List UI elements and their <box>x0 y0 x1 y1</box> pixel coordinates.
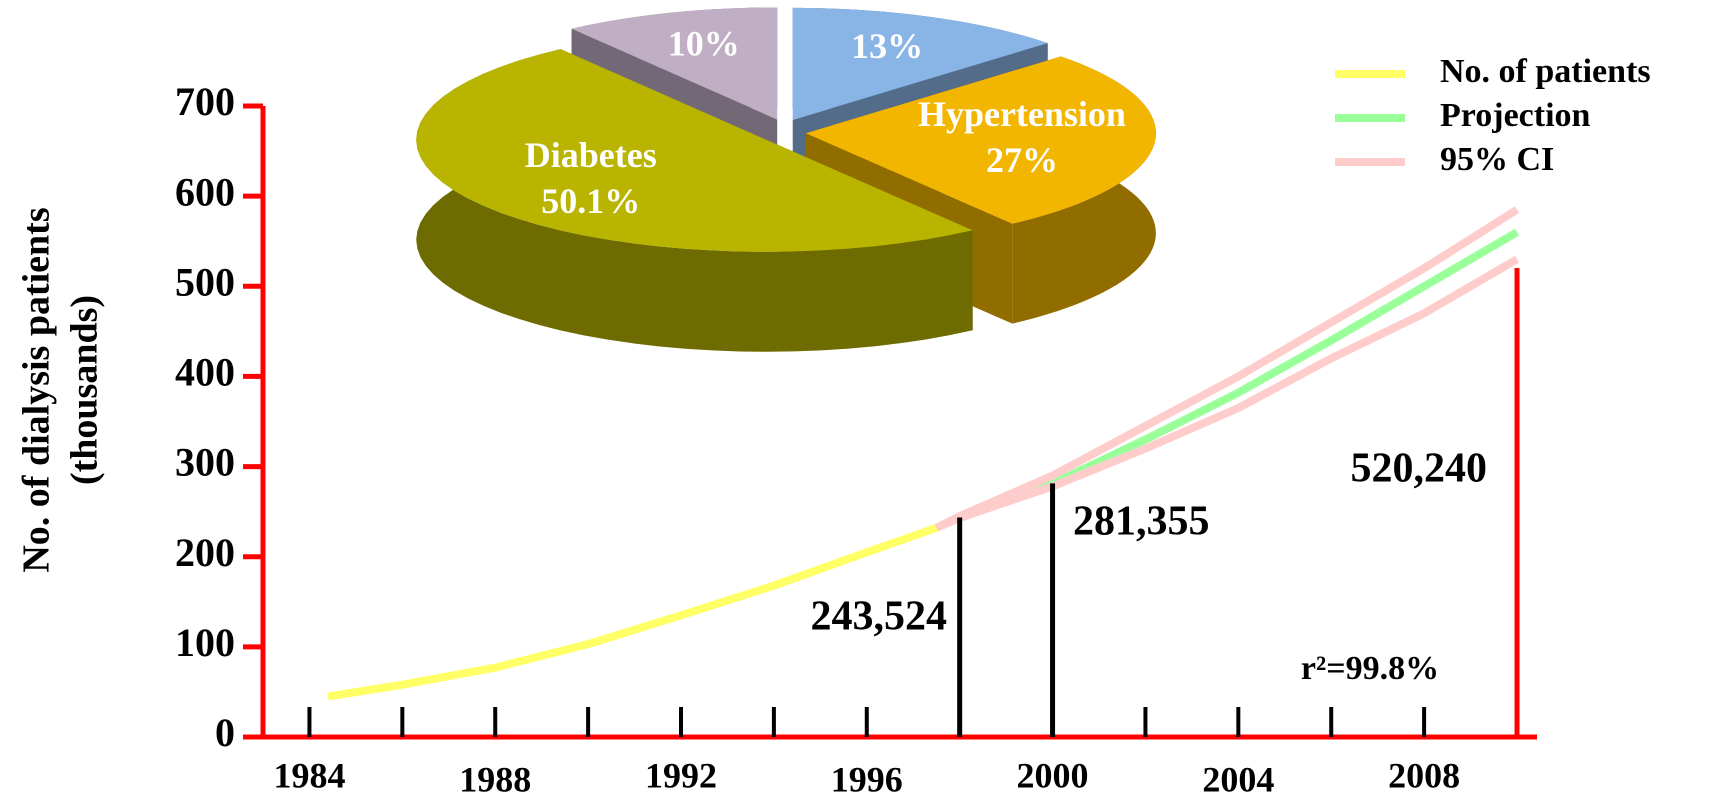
slice-label: Diabetes <box>525 135 657 175</box>
y-tick-label: 600 <box>175 169 235 214</box>
y-tick-label: 200 <box>175 530 235 575</box>
y-tick-label: 700 <box>175 79 235 124</box>
y-tick-label: 500 <box>175 259 235 304</box>
x-tick-label: 1988 <box>459 759 531 799</box>
annotation-label: 281,355 <box>1073 499 1210 545</box>
annotation-label: 243,524 <box>811 594 948 640</box>
slice-value: 27% <box>986 140 1058 180</box>
y-tick-label: 100 <box>175 620 235 665</box>
legend-label: No. of patients <box>1440 53 1651 90</box>
y-axis-label: No. of dialysis patients <box>16 207 58 572</box>
y-tick-label: 400 <box>175 350 235 395</box>
slice-value: 50.1% <box>541 181 640 221</box>
slice <box>792 7 1048 120</box>
x-tick-label: 1984 <box>273 755 345 795</box>
x-tick-label: 1996 <box>831 759 903 799</box>
legend-label: Projection <box>1440 97 1591 134</box>
y-tick-label: 0 <box>215 710 235 755</box>
x-tick-label: 1992 <box>645 755 717 795</box>
fit-note: r²=99.8% <box>1301 650 1439 687</box>
ci-lower <box>934 255 1520 532</box>
x-tick-label: 2004 <box>1202 759 1274 799</box>
slice <box>805 56 1156 224</box>
slice-value: 10% <box>668 23 740 63</box>
line-series <box>327 524 938 701</box>
slice <box>416 49 973 252</box>
slice-value: 13% <box>851 26 923 66</box>
annotation-label: 520,240 <box>1351 446 1488 492</box>
y-tick-label: 300 <box>175 440 235 485</box>
y-axis-label: (thousands) <box>64 295 106 485</box>
x-tick-label: 2008 <box>1388 755 1460 795</box>
slice-label: Hypertension <box>918 94 1126 134</box>
slice <box>571 7 778 120</box>
legend-label: 95% CI <box>1440 141 1554 178</box>
x-tick-label: 2000 <box>1017 755 1089 795</box>
pie-tops: 13% Hypertension 27% Diabetes 50.1% 10% <box>416 7 1156 252</box>
